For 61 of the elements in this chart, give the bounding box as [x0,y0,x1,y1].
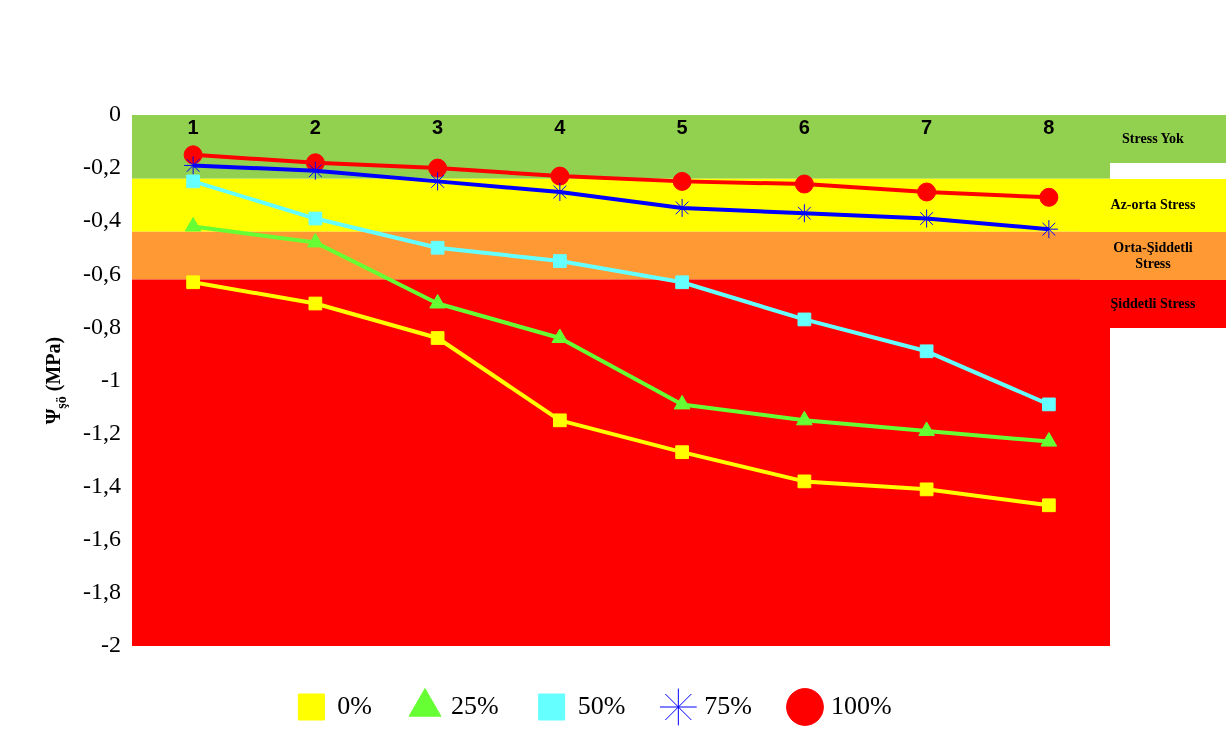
point [1040,432,1058,447]
point [551,328,569,344]
legend-label: 100% [830,690,892,720]
x-tick-label: 8 [1043,115,1055,138]
point [553,413,567,428]
x-tick-label: 4 [554,115,567,138]
point [308,296,323,311]
point [186,275,200,290]
point [428,171,448,191]
label-box: Orta-Şiddetli Stress [1080,231,1226,280]
legend-label: 0% [337,690,373,720]
point [305,161,325,181]
y-tick-label: 0 [108,100,121,127]
point [1039,187,1059,207]
x-tick-label: 3 [432,115,444,138]
point [797,312,812,327]
point [917,182,937,202]
point [183,155,203,175]
x-tick-label: 6 [798,115,810,138]
point [1042,498,1056,513]
point [553,254,567,268]
point [430,240,445,255]
x-tick-label: 2 [309,115,321,138]
point [794,203,814,223]
legend-label: 50% [577,690,626,720]
y-tick-label: -0,4 [82,206,121,233]
y-tick-label: -2 [100,631,121,658]
y-tick-label: -0,8 [82,312,121,339]
point [550,166,570,186]
point [917,209,937,229]
legend-label: 75% [704,690,752,720]
y-tick-label: -1 [100,365,121,392]
point [184,217,202,232]
point [794,174,814,194]
point [428,158,448,178]
point [1039,219,1059,239]
x-tick-label: 1 [187,115,199,138]
label-box: Az-orta Stress [1080,178,1226,232]
point [675,275,689,290]
point [672,171,692,191]
y-tick-label: -1,8 [82,578,121,605]
legend-label: 25% [451,690,499,720]
point [675,445,689,460]
point [430,331,445,345]
point [550,182,570,202]
point [919,344,934,359]
point [672,198,692,218]
y-tick-label: -1,6 [82,525,121,552]
y-tick-label: -1,2 [82,418,121,445]
y-tick-label: -0,2 [82,153,121,180]
x-tick-label: 7 [921,115,933,138]
point [919,482,934,497]
point [308,211,323,226]
y-tick-label: -0,6 [82,259,121,286]
point [429,294,446,309]
x-tick-label: 5 [676,115,688,138]
point [797,474,812,489]
y-tick-label: -1,4 [82,472,121,498]
point [186,174,200,189]
point [1042,397,1056,412]
y-axis-title: Ψşö (MPa) [42,336,69,425]
